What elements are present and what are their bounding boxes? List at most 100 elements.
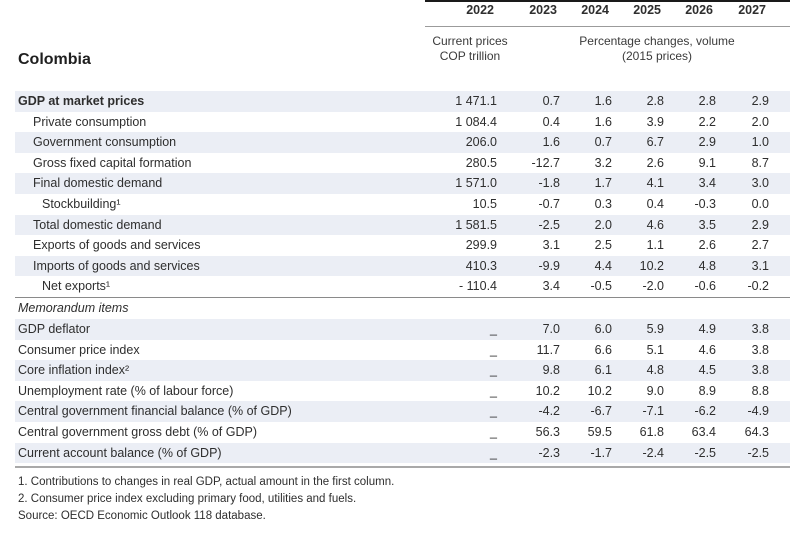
value-cell: _: [490, 342, 497, 357]
table-bottom-rule: [15, 466, 790, 469]
year-header-2025: 2025: [633, 3, 661, 17]
value-cell: -7.1: [642, 404, 664, 419]
value-cell: 1 571.0: [455, 176, 497, 191]
value-cell: 6.1: [594, 363, 612, 378]
footnote-1: 1. Contributions to changes in real GDP,…: [18, 476, 395, 489]
value-cell: 280.5: [465, 155, 497, 170]
value-cell: -2.5: [694, 445, 716, 460]
value-cell: 3.4: [542, 279, 560, 294]
row-label: GDP deflator: [18, 321, 91, 336]
value-cell: -1.8: [538, 176, 560, 191]
table-row: Total domestic demand 1 581.5 -2.5 2.0 4.6 3.…: [15, 214, 790, 236]
value-cell: 9.1: [698, 155, 716, 170]
value-cell: 4.4: [594, 258, 612, 273]
value-cell: 1.6: [594, 94, 612, 108]
value-cell: 8.8: [751, 383, 769, 398]
value-cell: 64.3: [744, 424, 769, 439]
row-label: Core inflation index²: [18, 363, 130, 378]
value-cell: 1.7: [594, 176, 612, 191]
value-cell: _: [490, 363, 497, 378]
value-cell: 299.9: [465, 238, 497, 253]
row-label: Final domestic demand: [33, 176, 163, 191]
value-cell: -2.0: [642, 279, 664, 294]
value-cell: 0.4: [542, 114, 560, 129]
unit-label-line2: (2015 prices): [621, 49, 693, 63]
table-row: Net exports¹ - 110.4 3.4 -0.5 -2.0 -0.6 -0.2: [15, 276, 790, 297]
value-cell: 4.6: [698, 342, 716, 357]
value-cell: 0.3: [594, 196, 612, 211]
value-cell: 3.4: [698, 176, 716, 191]
value-cell: 10.2: [587, 383, 612, 398]
table-row: Central government financial balance (% …: [15, 401, 790, 422]
unit-label-current-prices: Current prices COP trillion: [395, 34, 545, 64]
value-cell: 0.0: [751, 196, 769, 211]
value-cell: -0.6: [694, 279, 716, 294]
value-cell: _: [490, 404, 497, 419]
table-row: Current account balance (% of GDP) _ -2.3 -…: [15, 442, 790, 464]
value-cell: 61.8: [639, 424, 664, 439]
value-cell: -2.5: [747, 445, 769, 460]
value-cell: 10.5: [472, 196, 497, 211]
value-cell: 2.6: [646, 155, 664, 170]
year-header-2023: 2023: [529, 3, 557, 17]
value-cell: 2.9: [751, 217, 769, 232]
table-row: Government consumption 206.0 1.6 0.7 6.7 2.9 1…: [15, 132, 790, 153]
value-cell: 8.7: [751, 155, 769, 170]
value-cell: _: [490, 321, 497, 336]
table-row: GDP at market prices 1 471.1 0.7 1.6 2.8 2.8 2…: [15, 91, 790, 112]
value-cell: 10.2: [535, 383, 560, 398]
table-row: Exports of goods and services 299.9 3.1 2.5…: [15, 235, 790, 256]
year-header-spacer: [15, 3, 417, 17]
value-cell: - 110.4: [459, 279, 497, 294]
value-cell: 2.7: [751, 238, 769, 253]
value-cell: -2.3: [538, 445, 560, 460]
value-cell: 3.9: [646, 114, 664, 129]
table-row: Core inflation index² _ 9.8 6.1 4.8 4.5 3.8: [15, 360, 790, 381]
row-label: Imports of goods and services: [33, 258, 200, 273]
value-cell: 63.4: [691, 424, 716, 439]
value-cell: 5.9: [646, 321, 664, 336]
year-header-2024: 2024: [581, 3, 609, 17]
row-label: Total domestic demand: [33, 217, 162, 232]
value-cell: -12.7: [531, 155, 561, 170]
page-title: Colombia: [18, 51, 91, 68]
row-label: Central government financial balance (% …: [18, 404, 292, 419]
year-header-rule: [425, 26, 790, 27]
source-note: Source: OECD Economic Outlook 118 databa…: [18, 510, 266, 523]
table-row: Consumer price index _ 11.7 6.6 5.1 4.6 3.8: [15, 340, 790, 361]
value-cell: -0.2: [747, 279, 769, 294]
row-label: Net exports¹: [42, 279, 111, 294]
value-cell: 0.7: [542, 94, 560, 108]
value-cell: 56.3: [535, 424, 560, 439]
data-table: GDP at market prices 1 471.1 0.7 1.6 2.8 2.8 2…: [15, 91, 790, 525]
value-cell: 3.8: [751, 321, 769, 336]
value-cell: 6.7: [646, 135, 664, 150]
table-row: Gross fixed capital formation 280.5 -12.7 3…: [15, 153, 790, 174]
value-cell: 3.8: [751, 342, 769, 357]
value-cell: 2.8: [698, 94, 716, 108]
row-label: Unemployment rate (% of labour force): [18, 383, 234, 398]
value-cell: 5.1: [646, 342, 664, 357]
value-cell: 3.5: [698, 217, 716, 232]
value-cell: 1.6: [594, 114, 612, 129]
value-cell: 4.1: [646, 176, 664, 191]
value-cell: 1.6: [542, 135, 560, 150]
value-cell: 9.8: [542, 363, 560, 378]
value-cell: 2.0: [594, 217, 612, 232]
value-cell: 4.8: [646, 363, 664, 378]
row-label: Exports of goods and services: [33, 238, 201, 253]
value-cell: -0.3: [694, 196, 716, 211]
value-cell: 4.9: [698, 321, 716, 336]
table-row: Stockbuilding¹ 10.5 -0.7 0.3 0.4 -0.3 0.0: [15, 194, 790, 215]
value-cell: 0.4: [646, 196, 664, 211]
footnote-2: 2. Consumer price index excluding primar…: [18, 493, 357, 506]
year-header-row: 2022 2023 2024 2025 2026 2027: [15, 3, 790, 17]
value-cell: 4.5: [698, 363, 716, 378]
value-cell: -2.4: [642, 445, 664, 460]
value-cell: 10.2: [639, 258, 664, 273]
value-cell: 2.2: [698, 114, 716, 129]
unit-label-percentage-changes: Percentage changes, volume (2015 prices): [507, 34, 800, 64]
year-header-2026: 2026: [685, 3, 713, 17]
value-cell: _: [490, 424, 497, 439]
